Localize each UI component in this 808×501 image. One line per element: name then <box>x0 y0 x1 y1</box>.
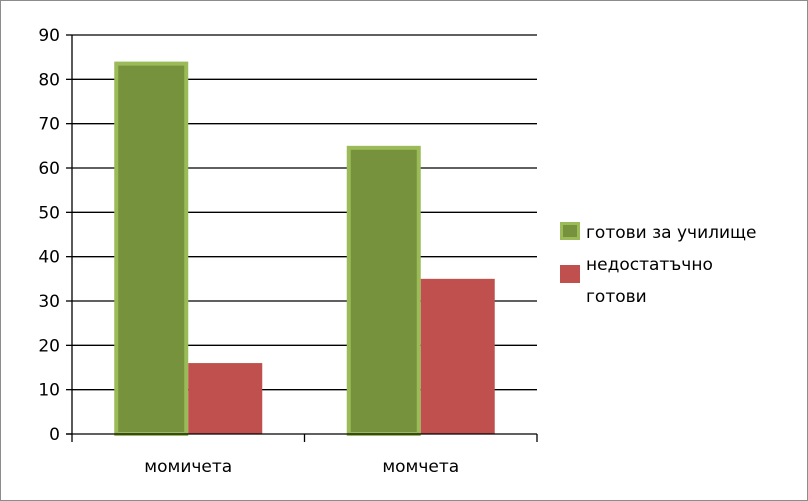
bar-ready-0 <box>114 61 189 436</box>
y-tick-label: 0 <box>49 425 60 445</box>
legend-label: готови <box>586 287 647 307</box>
legend-swatch <box>560 222 580 240</box>
x-axis-categories: момичета момчета <box>144 457 459 477</box>
bars <box>114 61 495 436</box>
legend-label: недостатъчно <box>586 255 713 275</box>
category-label: момчета <box>382 457 459 477</box>
bar-not-ready-1 <box>420 278 495 434</box>
axes <box>66 35 538 442</box>
legend-label: готови за училище <box>586 223 757 243</box>
y-tick-label: 80 <box>38 70 60 90</box>
y-tick-label: 90 <box>38 26 60 46</box>
category-label: момичета <box>144 457 232 477</box>
y-tick-label: 60 <box>38 159 60 179</box>
y-tick-label: 50 <box>38 203 60 223</box>
y-tick-label: 40 <box>38 248 60 268</box>
y-axis-ticks: 0 10 20 30 40 50 60 70 80 90 <box>38 26 72 445</box>
y-tick-label: 10 <box>38 381 60 401</box>
y-tick-label: 30 <box>38 292 60 312</box>
y-tick-label: 70 <box>38 115 60 135</box>
bar-ready-1 <box>346 145 421 436</box>
bar-not-ready-0 <box>188 363 263 434</box>
y-tick-label: 20 <box>38 336 60 356</box>
legend-swatch <box>560 265 580 283</box>
legend: готови за училище недостатъчно готови <box>560 222 757 307</box>
